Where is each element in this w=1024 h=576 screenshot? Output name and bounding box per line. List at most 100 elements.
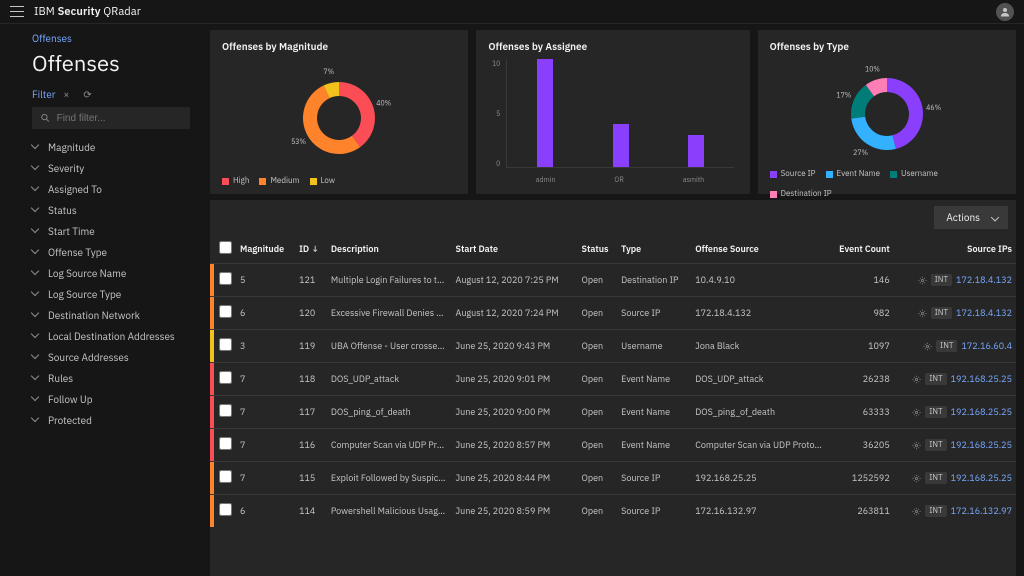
facet-item[interactable]: Protected — [32, 410, 200, 431]
search-field[interactable] — [57, 113, 182, 124]
cell-type: Destination IP — [617, 264, 691, 297]
facet-item[interactable]: Follow Up — [32, 389, 200, 410]
cell-status: Open — [578, 297, 618, 330]
ip-badge: INT — [936, 340, 957, 352]
ip-link[interactable]: 192.168.25.25 — [951, 473, 1012, 484]
column-header[interactable]: Status — [578, 235, 618, 264]
column-header[interactable]: Magnitude — [236, 235, 295, 264]
facet-label: Source Addresses — [48, 351, 129, 364]
breadcrumb[interactable]: Offenses — [32, 32, 200, 45]
facet-label: Protected — [48, 414, 92, 427]
facet-label: Log Source Type — [48, 288, 121, 301]
column-header[interactable]: Start Date — [452, 235, 578, 264]
cell-type: Source IP — [617, 495, 691, 528]
column-header[interactable]: Description — [327, 235, 452, 264]
cell-magnitude: 7 — [236, 363, 295, 396]
facet-item[interactable]: Destination Network — [32, 305, 200, 326]
facet-item[interactable]: Offense Type — [32, 242, 200, 263]
cell-description: DOS_UDP_attack — [327, 363, 452, 396]
cell-date: June 25, 2020 9:43 PM — [452, 330, 578, 363]
facet-label: Start Time — [48, 225, 95, 238]
gear-icon[interactable] — [918, 309, 927, 318]
ip-link[interactable]: 172.18.4.132 — [956, 275, 1012, 286]
cell-type: Username — [617, 330, 691, 363]
gear-icon[interactable] — [912, 507, 921, 516]
table-row[interactable]: 6120Excessive Firewall Denies Bet...Augu… — [210, 297, 1016, 330]
column-header[interactable]: Type — [617, 235, 691, 264]
gear-icon[interactable] — [912, 408, 921, 417]
chart-type: Offenses by Type 46%27%17%10% Source IPE… — [758, 30, 1016, 194]
facet-item[interactable]: Local Destination Addresses — [32, 326, 200, 347]
cell-source: DOS_UDP_attack — [691, 363, 827, 396]
facet-item[interactable]: Magnitude — [32, 137, 200, 158]
table-row[interactable]: 7116Computer Scan via UDP Protoc...June … — [210, 429, 1016, 462]
gear-icon[interactable] — [912, 474, 921, 483]
refresh-icon[interactable]: ⟳ — [83, 88, 91, 101]
facet-item[interactable]: Log Source Name — [32, 263, 200, 284]
table-row[interactable]: 7118DOS_UDP_attackJune 25, 2020 9:01 PMO… — [210, 363, 1016, 396]
avatar[interactable] — [996, 3, 1014, 21]
ip-link[interactable]: 172.16.60.4 — [961, 341, 1012, 352]
sidebar: Offenses Offenses Filter × ⟳ MagnitudeSe… — [0, 24, 210, 576]
cell-type: Source IP — [617, 297, 691, 330]
chart-magnitude: Offenses by Magnitude 40%53%7% HighMediu… — [210, 30, 468, 194]
facet-item[interactable]: Status — [32, 200, 200, 221]
row-checkbox[interactable] — [219, 437, 232, 450]
ip-link[interactable]: 192.168.25.25 — [951, 374, 1012, 385]
row-checkbox[interactable] — [219, 503, 232, 516]
facet-item[interactable]: Source Addresses — [32, 347, 200, 368]
column-header[interactable] — [214, 235, 236, 264]
ip-badge: INT — [925, 439, 946, 451]
column-header[interactable]: Source IPs — [894, 235, 1016, 264]
chevron-down-icon — [32, 333, 40, 341]
cell-id: 114 — [295, 495, 327, 528]
row-checkbox[interactable] — [219, 470, 232, 483]
column-header[interactable]: Offense Source — [691, 235, 827, 264]
donut-chart: 46%27%17%10% — [812, 59, 962, 169]
cell-count: 146 — [827, 264, 893, 297]
row-checkbox[interactable] — [219, 338, 232, 351]
ip-link[interactable]: 192.168.25.25 — [951, 407, 1012, 418]
actions-dropdown[interactable]: Actions — [934, 206, 1008, 229]
svg-text:40%: 40% — [376, 98, 391, 107]
table-row[interactable]: 3119UBA Offense - User crossed ris...Jun… — [210, 330, 1016, 363]
gear-icon[interactable] — [912, 441, 921, 450]
gear-icon[interactable] — [912, 375, 921, 384]
table-row[interactable]: 7115Exploit Followed by Suspiciou...June… — [210, 462, 1016, 495]
facet-item[interactable]: Severity — [32, 158, 200, 179]
facet-label: Magnitude — [48, 141, 95, 154]
select-all-checkbox[interactable] — [219, 241, 232, 254]
row-checkbox[interactable] — [219, 404, 232, 417]
close-icon[interactable]: × — [63, 88, 69, 101]
facet-label: Status — [48, 204, 77, 217]
facet-item[interactable]: Log Source Type — [32, 284, 200, 305]
table-row[interactable]: 5121Multiple Login Failures to the S...A… — [210, 264, 1016, 297]
cell-count: 1097 — [827, 330, 893, 363]
gear-icon[interactable] — [923, 342, 932, 351]
facet-item[interactable]: Assigned To — [32, 179, 200, 200]
cell-type: Source IP — [617, 462, 691, 495]
table-row[interactable]: 6114Powershell Malicious Usage D...June … — [210, 495, 1016, 528]
row-checkbox[interactable] — [219, 305, 232, 318]
chevron-down-icon — [32, 270, 40, 278]
ip-link[interactable]: 172.16.132.97 — [951, 506, 1012, 517]
ip-link[interactable]: 192.168.25.25 — [951, 440, 1012, 451]
cell-type: Event Name — [617, 363, 691, 396]
filter-link[interactable]: Filter — [32, 88, 55, 101]
column-header[interactable]: ID — [295, 235, 327, 264]
facet-item[interactable]: Start Time — [32, 221, 200, 242]
search-input[interactable] — [32, 107, 190, 129]
chart-title: Offenses by Magnitude — [222, 40, 456, 53]
facet-item[interactable]: Rules — [32, 368, 200, 389]
ip-badge: INT — [925, 373, 946, 385]
row-checkbox[interactable] — [219, 272, 232, 285]
row-checkbox[interactable] — [219, 371, 232, 384]
menu-icon[interactable] — [10, 5, 24, 19]
table-row[interactable]: 7117DOS_ping_of_deathJune 25, 2020 9:00 … — [210, 396, 1016, 429]
cell-date: August 12, 2020 7:25 PM — [452, 264, 578, 297]
column-header[interactable]: Event Count — [827, 235, 893, 264]
ip-link[interactable]: 172.18.4.132 — [956, 308, 1012, 319]
gear-icon[interactable] — [918, 276, 927, 285]
legend-item: Event Name — [826, 169, 880, 179]
cell-source: 172.18.4.132 — [691, 297, 827, 330]
